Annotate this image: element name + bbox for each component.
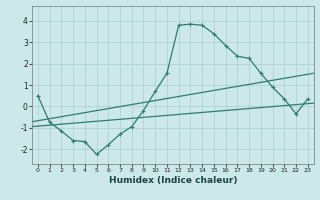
X-axis label: Humidex (Indice chaleur): Humidex (Indice chaleur) bbox=[108, 176, 237, 185]
